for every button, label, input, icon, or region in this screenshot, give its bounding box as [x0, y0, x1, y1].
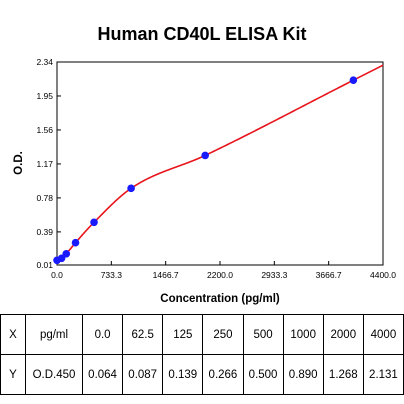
table-cell: 250 — [202, 314, 244, 355]
plot-frame — [56, 61, 384, 266]
x-axis-label: Concentration (pg/ml) — [160, 293, 280, 305]
y-tick-label: 1.56 — [36, 125, 53, 135]
x-tick-label: 2933.3 — [261, 270, 287, 280]
x-tick-label: 4400.0 — [370, 270, 396, 280]
x-axis: 0.0 733.3 1466.7 2200.0 2933.3 3666.7 4400.0 — [51, 261, 396, 280]
chart-title: Human CD40L ELISA Kit — [97, 24, 306, 44]
table-cell: 62.5 — [122, 314, 164, 355]
table-cell: pg/ml — [25, 314, 83, 355]
table-cell: 2.131 — [362, 354, 404, 395]
table-cell: 0.0 — [81, 314, 124, 355]
y-tick-label: 1.95 — [36, 91, 53, 101]
table-row-label: X — [0, 314, 26, 355]
table-row: Y O.D.450 0.064 0.087 0.139 0.266 0.500 0.890 1.… — [0, 354, 404, 395]
y-tick-label: 0.39 — [36, 227, 53, 237]
data-point — [62, 249, 71, 258]
table-cell: 2000 — [322, 314, 364, 355]
data-point — [90, 218, 98, 227]
table-cell: 0.266 — [202, 354, 244, 395]
table-cell: 125 — [162, 314, 204, 355]
x-tick-label: 2200.0 — [207, 270, 233, 280]
table-cell: 1000 — [282, 314, 324, 355]
data-point — [71, 238, 80, 247]
table-cell: 4000 — [362, 314, 404, 355]
table-cell: 0.064 — [81, 354, 124, 395]
table-row-label: Y — [0, 354, 26, 395]
table-cell: 0.890 — [282, 354, 324, 395]
x-tick-label: 0.0 — [51, 270, 63, 280]
table-cell: O.D.450 — [25, 354, 83, 395]
y-tick-label: 2.34 — [36, 57, 53, 67]
x-tick-label: 1466.7 — [153, 270, 179, 280]
data-points — [53, 76, 358, 265]
y-tick-label: 0.78 — [36, 193, 53, 203]
table-cell: 0.500 — [242, 354, 284, 395]
x-tick-label: 733.3 — [101, 270, 123, 280]
table-cell: 1.268 — [322, 354, 364, 395]
fit-curve — [56, 64, 384, 262]
data-point — [201, 151, 209, 160]
data-point — [127, 184, 135, 193]
table-cell: 0.087 — [122, 354, 164, 395]
chart: Human CD40L ELISA Kit 0.01 0.39 0.78 1.17 1.… — [13, 24, 396, 305]
y-tick-label: 1.17 — [36, 159, 53, 169]
y-axis: 0.01 0.39 0.78 1.17 1.56 1.95 2.34 — [36, 57, 61, 270]
data-point — [349, 76, 358, 85]
x-tick-label: 3666.7 — [316, 270, 342, 280]
table-cell: 0.139 — [162, 354, 204, 395]
y-axis-label: O.D. — [13, 151, 25, 175]
table-cell: 500 — [242, 314, 284, 355]
y-tick-label: 0.01 — [36, 260, 53, 270]
